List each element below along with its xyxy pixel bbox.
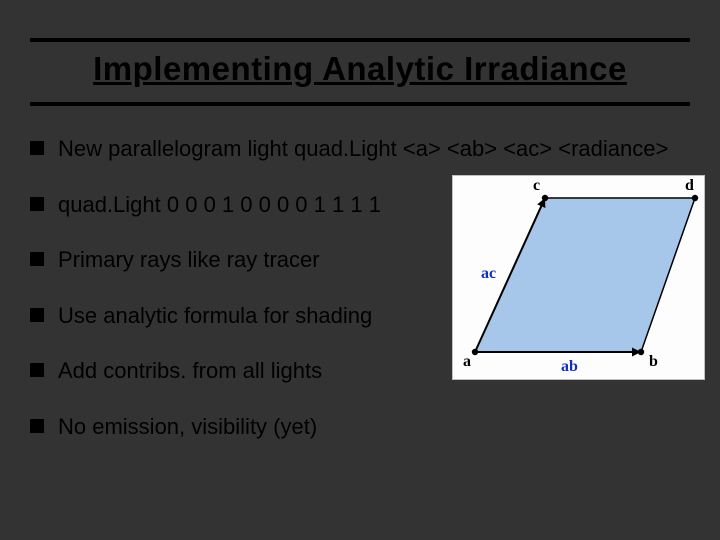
- bullet-icon: [30, 141, 44, 155]
- list-item: No emission, visibility (yet): [30, 413, 700, 441]
- rule-bottom: [30, 102, 690, 106]
- svg-text:ac: ac: [481, 265, 496, 282]
- slide-title: Implementing Analytic Irradiance: [0, 50, 720, 88]
- list-item: New parallelogram light quad.Light <a> <…: [30, 135, 700, 163]
- parallelogram-diagram: abcdabac: [452, 175, 705, 380]
- svg-text:b: b: [649, 353, 658, 370]
- rule-top: [30, 38, 690, 42]
- svg-text:ab: ab: [561, 358, 578, 375]
- bullet-text: New parallelogram light quad.Light <a> <…: [58, 135, 700, 163]
- bullet-text: No emission, visibility (yet): [58, 413, 700, 441]
- bullet-icon: [30, 308, 44, 322]
- bullet-icon: [30, 197, 44, 211]
- diagram-svg: abcdabac: [453, 176, 706, 381]
- bullet-icon: [30, 252, 44, 266]
- svg-text:a: a: [463, 353, 471, 370]
- svg-text:c: c: [533, 177, 540, 194]
- bullet-icon: [30, 419, 44, 433]
- slide: Implementing Analytic Irradiance New par…: [0, 0, 720, 540]
- svg-text:d: d: [685, 177, 694, 194]
- bullet-icon: [30, 363, 44, 377]
